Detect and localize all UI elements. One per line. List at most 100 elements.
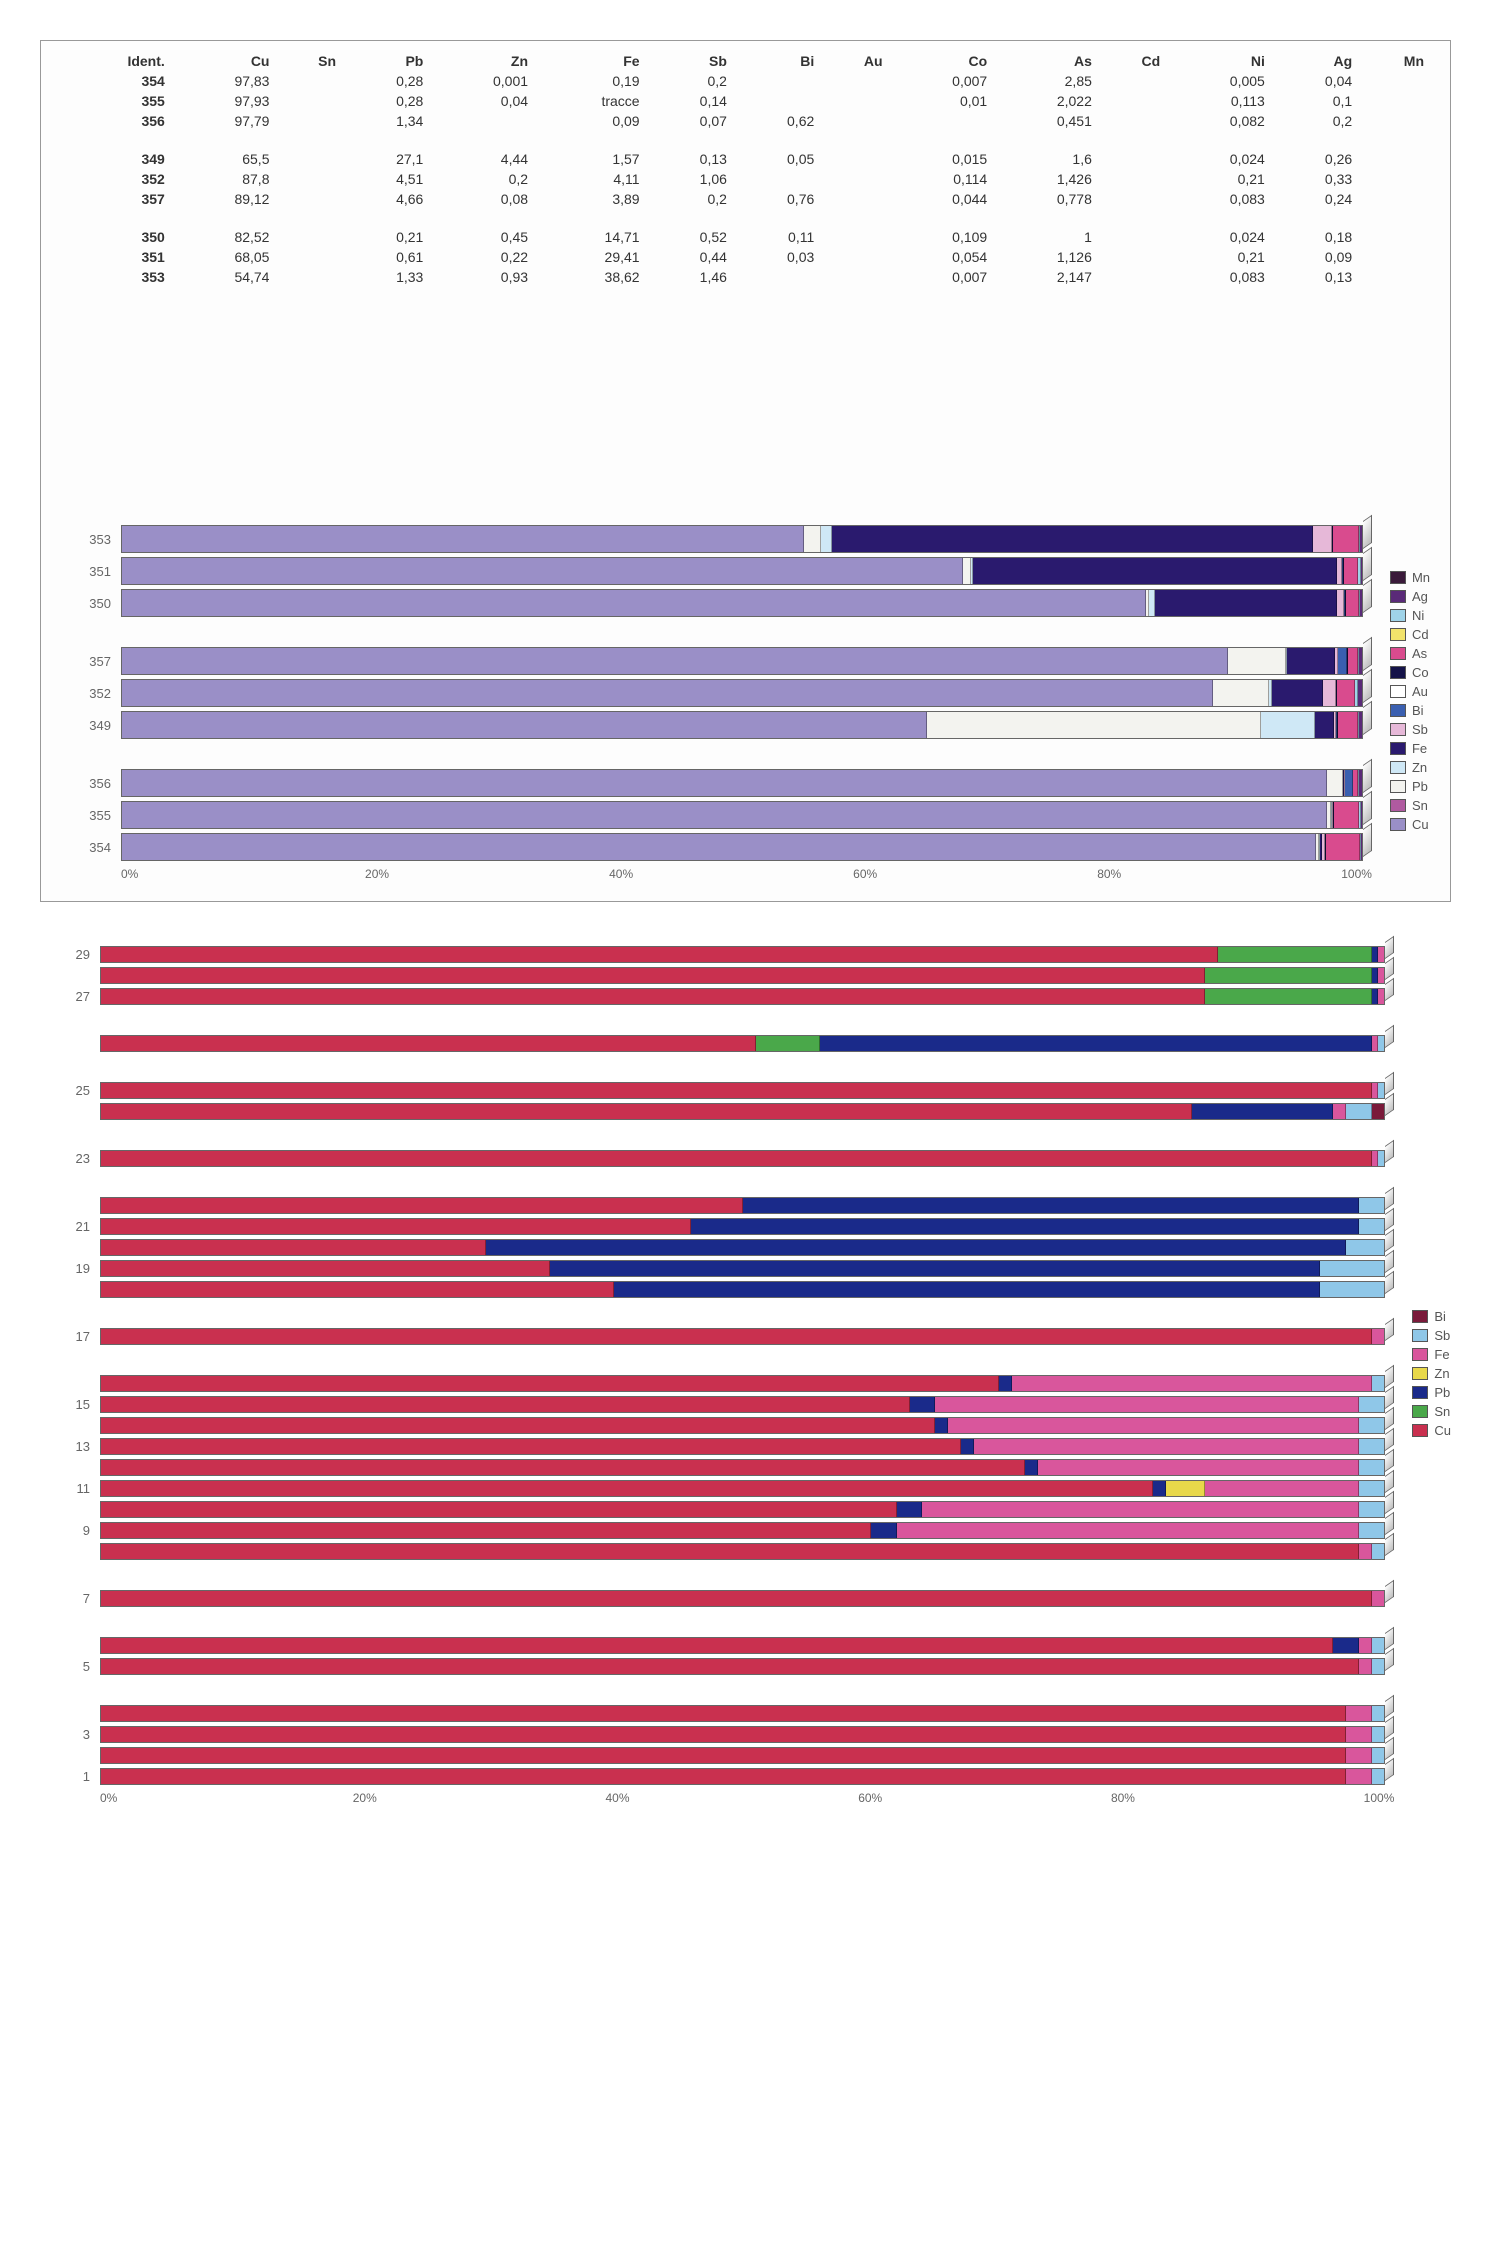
col-mn: Mn bbox=[1358, 51, 1430, 71]
legend-item-fe: Fe bbox=[1412, 1347, 1451, 1362]
seg-fe bbox=[1359, 1659, 1372, 1674]
seg-sn bbox=[1205, 989, 1372, 1004]
cell bbox=[429, 111, 534, 131]
bar-track bbox=[100, 1150, 1385, 1167]
cell bbox=[1358, 247, 1430, 267]
cell: 0,22 bbox=[429, 247, 534, 267]
legend-swatch bbox=[1390, 685, 1406, 698]
seg-sb bbox=[1313, 526, 1331, 552]
bar-label: 9 bbox=[40, 1523, 100, 1538]
bar-3d-cap bbox=[1385, 1187, 1394, 1210]
bar-label: 354 bbox=[61, 840, 121, 855]
seg-cu bbox=[122, 648, 1228, 674]
bar-3d-cap bbox=[1363, 669, 1372, 703]
bar-3d-cap bbox=[1385, 1140, 1394, 1163]
bar-track bbox=[100, 1082, 1385, 1099]
seg-fe bbox=[1038, 1460, 1359, 1475]
legend-item-ni: Ni bbox=[1390, 608, 1430, 623]
seg-cu bbox=[101, 1769, 1346, 1784]
cell: 89,12 bbox=[171, 189, 276, 209]
bar-label: 353 bbox=[61, 532, 121, 547]
bar-row: 354 bbox=[61, 833, 1372, 861]
cell bbox=[820, 111, 888, 131]
bar-row: 25 bbox=[40, 1082, 1394, 1099]
cell: 1,33 bbox=[342, 267, 429, 287]
legend-swatch bbox=[1412, 1367, 1428, 1380]
bar-label: 7 bbox=[40, 1591, 100, 1606]
bar-row: 13 bbox=[40, 1438, 1394, 1455]
bar-label: 19 bbox=[40, 1261, 100, 1276]
x-tick: 100% bbox=[1364, 1791, 1395, 1805]
seg-ag bbox=[1358, 680, 1362, 706]
cell: 97,93 bbox=[171, 91, 276, 111]
seg-sb bbox=[1359, 1198, 1385, 1213]
legend-swatch bbox=[1390, 723, 1406, 736]
seg-sb bbox=[1372, 1544, 1385, 1559]
cell: 0,28 bbox=[342, 71, 429, 91]
seg-cu bbox=[122, 712, 927, 738]
bar-3d-cap bbox=[1385, 1491, 1394, 1514]
seg-fe bbox=[1333, 1104, 1346, 1119]
seg-sb bbox=[1346, 1104, 1372, 1119]
seg-cu bbox=[101, 1727, 1346, 1742]
bar-row bbox=[40, 1637, 1394, 1654]
bar-3d-cap bbox=[1385, 1695, 1394, 1718]
cell bbox=[1358, 149, 1430, 169]
seg-cu bbox=[101, 1397, 910, 1412]
bar-3d-cap bbox=[1385, 1025, 1394, 1048]
bar-row bbox=[40, 1375, 1394, 1392]
cell: 0,083 bbox=[1166, 189, 1271, 209]
seg-pb bbox=[1333, 1638, 1359, 1653]
seg-sb bbox=[1359, 1502, 1385, 1517]
col-pb: Pb bbox=[342, 51, 429, 71]
seg-sb bbox=[1320, 1282, 1384, 1297]
cell: 0,33 bbox=[1271, 169, 1358, 189]
legend-label: Fe bbox=[1434, 1347, 1449, 1362]
cell: 4,44 bbox=[429, 149, 534, 169]
bar-track bbox=[100, 1218, 1385, 1235]
seg-fe bbox=[922, 1502, 1358, 1517]
cell: 0,21 bbox=[1166, 247, 1271, 267]
seg-pb bbox=[1228, 648, 1286, 674]
cell: 0,18 bbox=[1271, 227, 1358, 247]
cell: 0,054 bbox=[889, 247, 994, 267]
legend-label: Co bbox=[1412, 665, 1429, 680]
legend-label: Fe bbox=[1412, 741, 1427, 756]
cell: 2,147 bbox=[993, 267, 1098, 287]
bar-3d-cap bbox=[1385, 1627, 1394, 1650]
bar-track bbox=[100, 1239, 1385, 1256]
seg-sb bbox=[1372, 1376, 1385, 1391]
bar-track bbox=[121, 833, 1363, 861]
cell bbox=[1098, 91, 1166, 111]
seg-sb bbox=[1359, 1460, 1385, 1475]
panel-top: Ident.CuSnPbZnFeSbBiAuCoAsCdNiAgMn35497,… bbox=[40, 40, 1451, 902]
bar-row: 27 bbox=[40, 988, 1394, 1005]
bar-track bbox=[100, 1658, 1385, 1675]
seg-fe bbox=[973, 558, 1337, 584]
legend-item-cu: Cu bbox=[1390, 817, 1430, 832]
seg-fe bbox=[1155, 590, 1338, 616]
seg-sb bbox=[1359, 1397, 1385, 1412]
bar-track bbox=[100, 1328, 1385, 1345]
bar-3d-cap bbox=[1385, 1580, 1394, 1603]
x-tick: 60% bbox=[853, 867, 1097, 881]
cell: 4,66 bbox=[342, 189, 429, 209]
bar-row: 17 bbox=[40, 1328, 1394, 1345]
bar-3d-cap bbox=[1385, 936, 1394, 959]
seg-pb bbox=[1025, 1460, 1038, 1475]
bar-row bbox=[40, 1501, 1394, 1518]
seg-fe bbox=[1359, 1638, 1372, 1653]
seg-fe bbox=[897, 1523, 1359, 1538]
seg-pb bbox=[614, 1282, 1320, 1297]
seg-sb bbox=[1372, 1659, 1385, 1674]
bar-3d-cap bbox=[1385, 1386, 1394, 1409]
cell: 357 bbox=[61, 189, 171, 209]
cell: 351 bbox=[61, 247, 171, 267]
bar-label: 355 bbox=[61, 808, 121, 823]
cell: 0,19 bbox=[534, 71, 646, 91]
x-tick: 100% bbox=[1341, 867, 1372, 881]
bar-track bbox=[100, 1260, 1385, 1277]
bar-track bbox=[100, 1726, 1385, 1743]
legend-swatch bbox=[1390, 742, 1406, 755]
seg-cu bbox=[101, 1523, 871, 1538]
